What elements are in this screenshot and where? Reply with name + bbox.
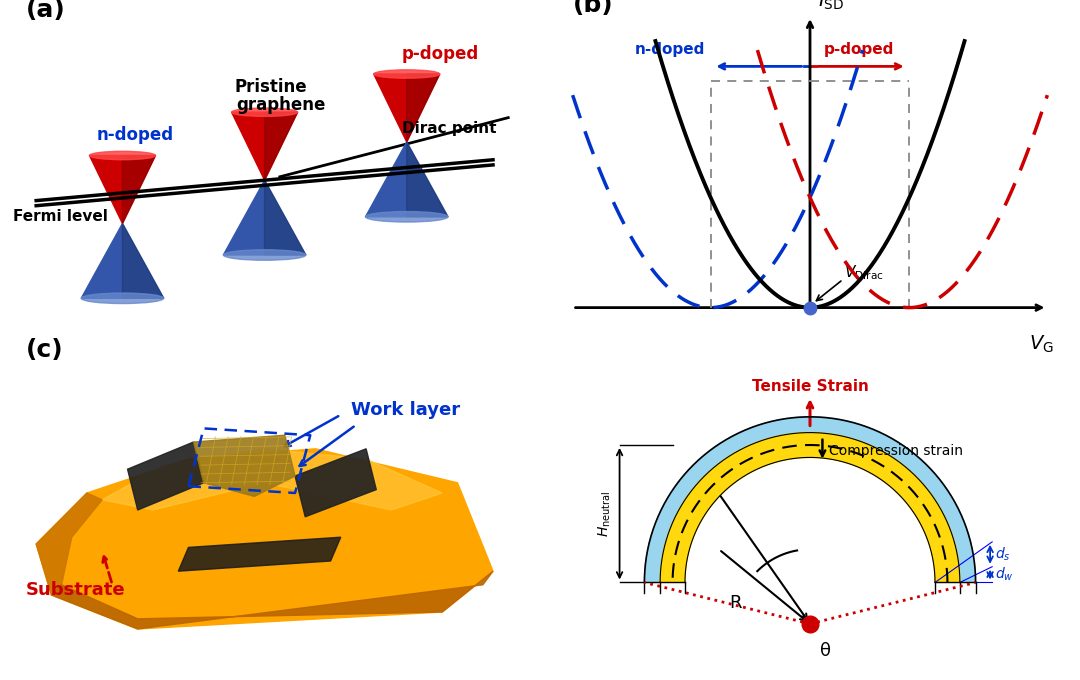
Text: $V_{\mathrm{Dirac}}$: $V_{\mathrm{Dirac}}$	[845, 263, 885, 282]
Text: $d_s$: $d_s$	[995, 545, 1011, 563]
Text: $I_{\mathrm{SD}}$: $I_{\mathrm{SD}}$	[819, 0, 845, 12]
Polygon shape	[645, 417, 975, 583]
Polygon shape	[265, 180, 306, 255]
Polygon shape	[660, 432, 960, 583]
Text: $d_w$: $d_w$	[995, 566, 1014, 583]
Ellipse shape	[224, 250, 306, 260]
Text: p-doped: p-doped	[824, 42, 894, 57]
Polygon shape	[103, 449, 443, 510]
Text: Fermi level: Fermi level	[13, 209, 108, 224]
Text: Work layer: Work layer	[351, 401, 460, 419]
Polygon shape	[37, 493, 103, 595]
Ellipse shape	[81, 293, 164, 303]
Polygon shape	[295, 449, 376, 517]
Polygon shape	[365, 142, 448, 217]
Ellipse shape	[374, 70, 440, 78]
Text: (c): (c)	[26, 338, 64, 362]
Polygon shape	[37, 449, 492, 629]
Polygon shape	[407, 74, 440, 142]
Polygon shape	[374, 74, 440, 142]
Text: (a): (a)	[26, 0, 66, 22]
Ellipse shape	[90, 151, 156, 160]
Text: Dirac point: Dirac point	[402, 120, 496, 135]
Polygon shape	[81, 224, 164, 299]
Text: $H_{\mathrm{neutral}}$: $H_{\mathrm{neutral}}$	[597, 490, 613, 537]
Text: n-doped: n-doped	[97, 126, 174, 144]
Polygon shape	[407, 142, 448, 217]
Text: Compression strain: Compression strain	[828, 444, 962, 458]
Polygon shape	[178, 537, 341, 571]
Text: graphene: graphene	[237, 97, 326, 114]
Polygon shape	[127, 442, 204, 510]
Text: Tensile Strain: Tensile Strain	[752, 379, 868, 394]
Text: n-doped: n-doped	[635, 42, 705, 57]
Polygon shape	[52, 571, 492, 629]
Text: p-doped: p-doped	[402, 45, 478, 63]
Text: θ: θ	[821, 643, 832, 660]
Polygon shape	[224, 180, 306, 255]
Text: Pristine: Pristine	[234, 78, 307, 96]
Text: (b): (b)	[572, 0, 613, 17]
Polygon shape	[231, 112, 298, 180]
Polygon shape	[265, 112, 298, 180]
Text: $V_{\mathrm{G}}$: $V_{\mathrm{G}}$	[1029, 333, 1054, 355]
Polygon shape	[193, 435, 295, 496]
Polygon shape	[90, 156, 156, 224]
Ellipse shape	[365, 211, 448, 222]
Polygon shape	[122, 224, 164, 299]
Text: Substrate: Substrate	[26, 581, 125, 599]
Ellipse shape	[231, 108, 298, 116]
Text: R: R	[729, 594, 742, 612]
Polygon shape	[122, 156, 156, 224]
